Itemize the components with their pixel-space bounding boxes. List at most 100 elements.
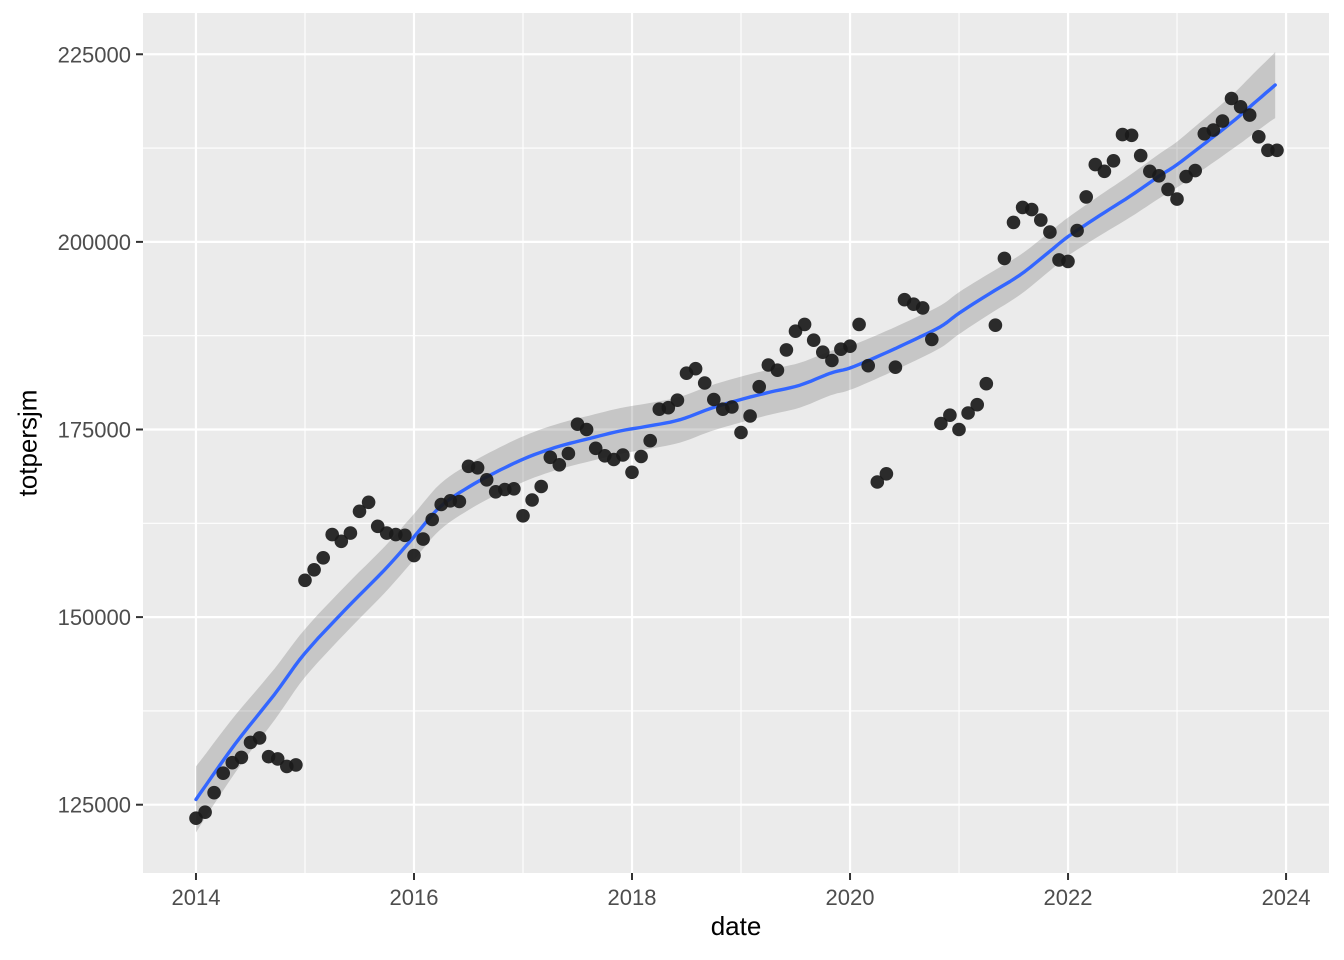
data-point [1106, 154, 1121, 168]
data-point [207, 785, 221, 800]
data-point [970, 397, 984, 412]
data-point [270, 752, 285, 766]
data-point [1070, 223, 1084, 238]
data-point [697, 376, 712, 390]
data-point [825, 353, 839, 368]
data-point [979, 376, 994, 391]
data-point [1024, 202, 1039, 217]
data-point [1215, 114, 1230, 128]
y-tick-label: 125000 [58, 793, 131, 818]
y-tick-label: 150000 [58, 605, 131, 630]
data-point [752, 379, 766, 394]
data-point [743, 409, 757, 423]
data-point [470, 461, 485, 475]
data-point [416, 532, 430, 546]
data-point [252, 731, 267, 745]
data-point [816, 345, 830, 360]
data-point [588, 441, 603, 456]
x-tick-label: 2024 [1262, 885, 1311, 910]
data-point [943, 408, 957, 423]
data-point [1170, 192, 1184, 206]
data-point [770, 363, 785, 378]
data-point [670, 393, 685, 408]
data-point [843, 339, 857, 354]
data-point [507, 482, 521, 496]
data-point [1043, 225, 1057, 239]
data-point [552, 458, 567, 472]
data-point [425, 512, 440, 527]
data-point [634, 449, 648, 464]
data-point [334, 534, 349, 549]
data-point [316, 551, 331, 565]
data-point [1061, 254, 1075, 269]
data-point [361, 495, 376, 510]
y-axis-title: totpersjm [12, 389, 43, 497]
data-point [1270, 143, 1284, 158]
data-point [352, 504, 367, 519]
data-point [870, 475, 885, 489]
data-point [1133, 148, 1148, 163]
smooth-line [194, 83, 1277, 802]
data-point [997, 251, 1012, 266]
data-point [852, 317, 866, 332]
data-point [289, 758, 303, 772]
data-point [1206, 123, 1221, 137]
data-point [516, 509, 530, 523]
data-point [198, 805, 212, 819]
data-point [806, 333, 821, 348]
data-point [643, 433, 657, 448]
data-point [452, 494, 467, 509]
data-point [725, 400, 739, 414]
data-point [915, 301, 930, 315]
data-point [1188, 163, 1202, 178]
data-point [1079, 190, 1093, 204]
plot-panel [143, 13, 1329, 873]
data-point [298, 573, 312, 588]
data-point [961, 406, 975, 420]
data-point [561, 446, 576, 461]
y-tick-label: 200000 [58, 230, 131, 255]
data-point [688, 361, 703, 376]
data-point [1124, 128, 1139, 143]
data-point [625, 465, 639, 480]
data-point [879, 467, 894, 481]
y-tick-label: 225000 [58, 42, 131, 67]
x-tick-label: 2018 [608, 885, 657, 910]
data-point [616, 448, 630, 462]
data-point [888, 360, 903, 375]
data-point [707, 392, 721, 407]
data-point [398, 528, 412, 543]
data-point [1242, 108, 1257, 122]
data-point [934, 416, 948, 431]
data-point [779, 343, 794, 357]
x-tick-label: 2020 [826, 885, 875, 910]
data-point [1006, 215, 1021, 230]
data-point [988, 318, 1003, 333]
data-point [952, 422, 966, 437]
data-point [479, 473, 494, 487]
data-point [1152, 169, 1166, 183]
data-point [1224, 91, 1239, 106]
data-point [525, 493, 539, 507]
data-point [307, 563, 321, 577]
x-tick-label: 2022 [1044, 885, 1093, 910]
x-tick-label: 2016 [390, 885, 439, 910]
x-tick-label: 2014 [172, 885, 221, 910]
x-axis-title: date [710, 911, 762, 941]
data-point [343, 526, 358, 540]
data-point [1233, 100, 1248, 114]
data-point [797, 317, 812, 332]
data-point [1097, 164, 1112, 179]
data-point [579, 422, 594, 437]
data-point [216, 766, 230, 780]
data-point [407, 548, 421, 563]
data-point [534, 479, 548, 494]
data-point [661, 400, 676, 415]
data-point [1161, 182, 1175, 197]
data-point [1252, 130, 1266, 144]
data-point [861, 358, 875, 373]
data-point [1034, 213, 1048, 227]
data-point [925, 332, 939, 347]
